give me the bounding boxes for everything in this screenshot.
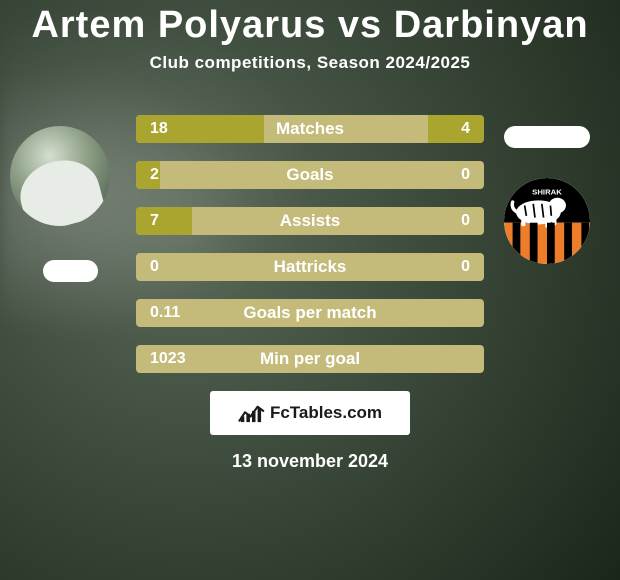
- svg-text:SHIRAK: SHIRAK: [532, 187, 562, 196]
- stat-row: 70Assists: [136, 207, 484, 235]
- fctables-logo-icon: [238, 402, 266, 424]
- comparison-card: Artem Polyarus vs Darbinyan Club competi…: [0, 0, 620, 580]
- subtitle: Club competitions, Season 2024/2025: [150, 53, 471, 73]
- player-left-club-pill: [43, 260, 98, 282]
- stat-row: 1023Min per goal: [136, 345, 484, 373]
- stat-row: 184Matches: [136, 115, 484, 143]
- stat-label: Hattricks: [136, 253, 484, 281]
- stat-label: Min per goal: [136, 345, 484, 373]
- stat-label: Goals per match: [136, 299, 484, 327]
- branding-text: FcTables.com: [270, 403, 382, 423]
- stat-row: 0.11Goals per match: [136, 299, 484, 327]
- stat-label: Assists: [136, 207, 484, 235]
- player-left-avatar: [10, 126, 110, 226]
- stat-row: 00Hattricks: [136, 253, 484, 281]
- stat-row: 20Goals: [136, 161, 484, 189]
- shirak-logo-icon: SHIRAK: [504, 178, 590, 264]
- stat-label: Goals: [136, 161, 484, 189]
- stat-label: Matches: [136, 115, 484, 143]
- player-right-club-pill: [504, 126, 590, 148]
- stats-table: 184Matches 20Goals 70Assists 00Hattricks 0.1…: [136, 115, 484, 373]
- player-right-avatar: SHIRAK: [504, 178, 590, 264]
- branding-badge: FcTables.com: [210, 391, 410, 435]
- date-label: 13 november 2024: [232, 451, 388, 472]
- page-title: Artem Polyarus vs Darbinyan: [31, 4, 588, 47]
